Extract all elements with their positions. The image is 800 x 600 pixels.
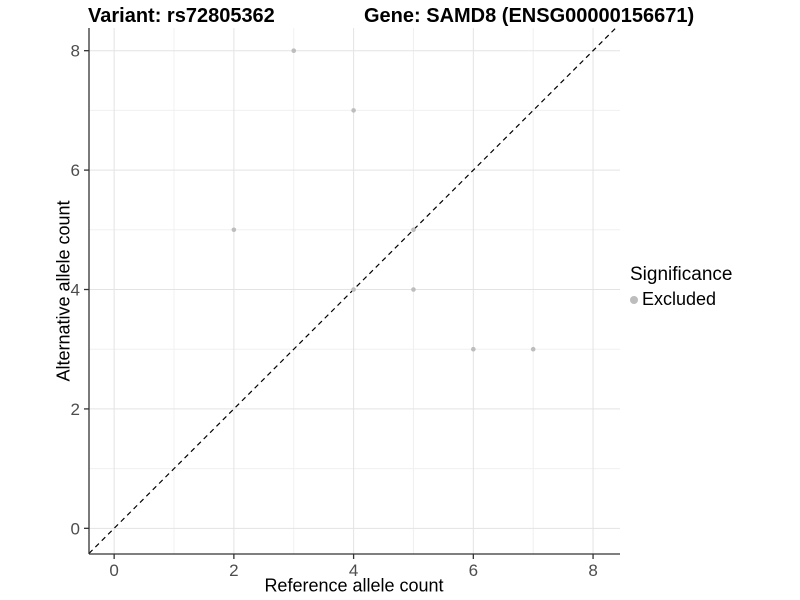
- y-tick-label: 4: [71, 281, 80, 300]
- data-point: [411, 287, 416, 292]
- x-tick-label: 6: [469, 561, 478, 580]
- legend-key-dot: [630, 295, 638, 304]
- x-axis-title: Reference allele count: [264, 575, 444, 596]
- data-point: [471, 346, 476, 352]
- x-tick-label: 8: [588, 561, 597, 580]
- data-point: [351, 287, 356, 292]
- legend-item-excluded: Excluded: [630, 289, 732, 310]
- y-tick-label: 8: [71, 42, 80, 61]
- y-axis-title: Alternative allele count: [53, 200, 74, 382]
- x-tick-label: 2: [229, 561, 238, 580]
- y-tick-label: 6: [71, 161, 80, 180]
- legend-title: Significance: [630, 264, 733, 285]
- x-tick-label: 4: [349, 561, 358, 580]
- plot-title-variant: Variant: rs72805362: [88, 5, 275, 27]
- y-tick-label: 2: [71, 400, 80, 419]
- data-point: [351, 108, 356, 113]
- plot-title-gene: Gene: SAMD8 (ENSG00000156671): [364, 5, 695, 27]
- x-tick-label: 0: [109, 561, 118, 580]
- data-point: [530, 346, 536, 352]
- legend: Significance Excluded: [630, 264, 732, 310]
- data-point: [291, 48, 297, 53]
- y-tick-label: 0: [71, 519, 80, 538]
- data-point: [231, 227, 237, 233]
- data-point: [411, 227, 416, 233]
- legend-item-label: Excluded: [642, 289, 717, 309]
